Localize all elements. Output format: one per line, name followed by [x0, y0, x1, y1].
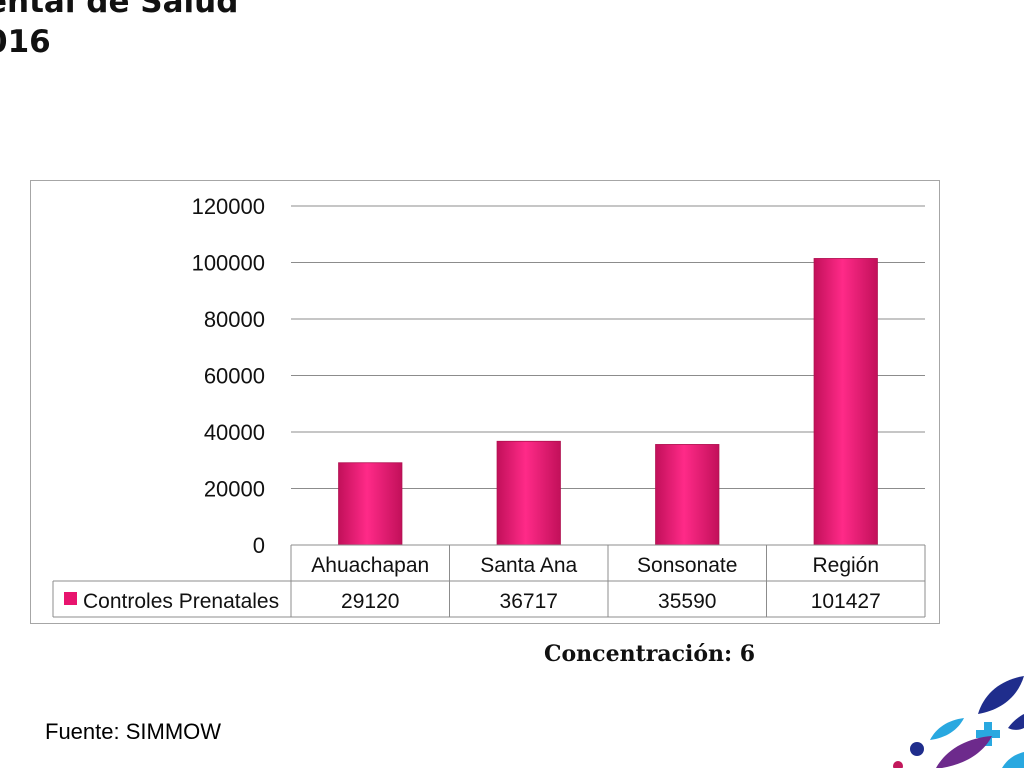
- logo-magenta-dot: [893, 761, 903, 768]
- y-tick-label: 20000: [204, 477, 265, 502]
- page-title: ental de Salud: [0, 0, 239, 20]
- bar-chart: 0 20000 40000 60000 80000 100000 120000 Ahuacha…: [52, 194, 926, 618]
- legend-key: [64, 592, 77, 605]
- logo-cyan-small-leaf: [1002, 752, 1024, 768]
- x-category-label: Región: [812, 554, 879, 577]
- ministry-logo: [893, 676, 1024, 768]
- logo-navy-leaf-top: [978, 676, 1024, 714]
- data-table-value: 101427: [811, 590, 881, 613]
- y-tick-label: 100000: [192, 251, 265, 276]
- x-category-label: Ahuachapan: [311, 554, 429, 577]
- bar-región: [813, 258, 878, 546]
- source-note: Fuente: SIMMOW: [45, 719, 222, 744]
- logo-navy-leaf-right: [1008, 714, 1024, 730]
- bar-sonsonate: [655, 444, 720, 546]
- logo-cyan-leaf: [930, 718, 964, 740]
- x-category-label: Santa Ana: [480, 554, 577, 577]
- data-table-value: 36717: [500, 590, 558, 613]
- data-table-value: 29120: [341, 590, 399, 613]
- bar-ahuachapan: [338, 462, 403, 546]
- y-tick-label: 0: [253, 533, 265, 558]
- y-tick-label: 120000: [192, 194, 265, 219]
- y-tick-label: 60000: [204, 364, 265, 389]
- logo-navy-dot: [910, 742, 924, 756]
- data-table-value: 35590: [658, 590, 716, 613]
- logo-cyan-cross: [976, 722, 1000, 746]
- x-category-label: Sonsonate: [637, 554, 737, 577]
- chart-container: 0 20000 40000 60000 80000 100000 120000 Ahuacha…: [30, 180, 940, 624]
- page-subtitle-year: 016: [0, 24, 51, 60]
- logo-purple-leaf: [936, 736, 992, 768]
- bar-santa-ana: [496, 440, 561, 546]
- y-tick-label: 80000: [204, 307, 265, 332]
- y-tick-label: 40000: [204, 420, 265, 445]
- concentration-label: Concentración: 6: [544, 641, 756, 667]
- legend-series-name: Controles Prenatales: [83, 590, 279, 613]
